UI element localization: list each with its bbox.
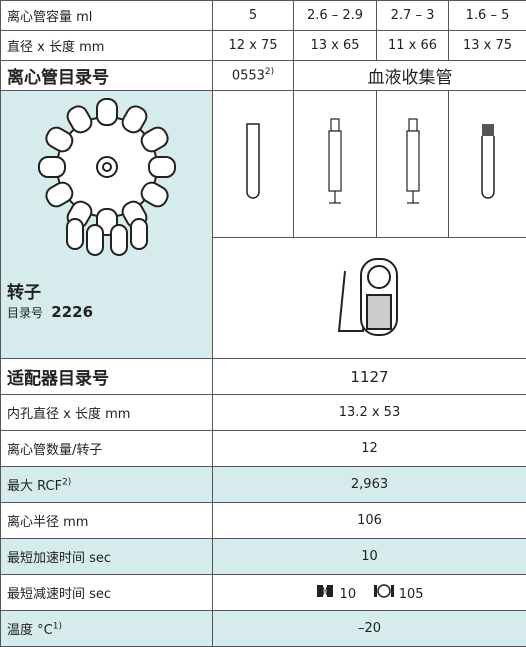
cell: 11 x 66 bbox=[377, 31, 449, 61]
cell: 12 x 75 bbox=[213, 31, 294, 61]
adapter-cell bbox=[213, 237, 526, 358]
row: 最短加速时间 sec 10 bbox=[1, 539, 526, 575]
cell: 离心管数量/转子 bbox=[1, 431, 213, 467]
cell: 12 bbox=[213, 431, 526, 467]
adapter-icon bbox=[335, 251, 405, 341]
row: 转子 目录号 2226 bbox=[1, 91, 526, 238]
brake-icon bbox=[373, 584, 395, 598]
cell: 13 x 65 bbox=[294, 31, 377, 61]
cell: –20 bbox=[213, 611, 526, 647]
tube-cell bbox=[377, 91, 449, 238]
cell: 直径 x 长度 mm bbox=[1, 31, 213, 61]
cell: 最短减速时间 sec bbox=[1, 575, 213, 611]
row: 离心管目录号 05532) 血液收集管 bbox=[1, 61, 526, 91]
row: 离心管数量/转子 12 bbox=[1, 431, 526, 467]
tube-icon bbox=[243, 122, 263, 202]
text: 105 bbox=[399, 587, 424, 602]
cell: 温度 °C1) bbox=[1, 611, 213, 647]
row: 离心半径 mm 106 bbox=[1, 503, 526, 539]
footnote: 2) bbox=[62, 478, 71, 488]
tube-cell bbox=[294, 91, 377, 238]
cell: 13 x 75 bbox=[449, 31, 526, 61]
cell: 离心半径 mm bbox=[1, 503, 213, 539]
cell: 13.2 x 53 bbox=[213, 395, 526, 431]
row: 温度 °C1) –20 bbox=[1, 611, 526, 647]
cell: 2.7 – 3 bbox=[377, 1, 449, 31]
cell: 1127 bbox=[213, 359, 526, 395]
cell: 离心管目录号 bbox=[1, 61, 213, 91]
cell: 1.6 – 5 bbox=[449, 1, 526, 31]
tube-cell bbox=[449, 91, 526, 238]
cell: 内孔直径 x 长度 mm bbox=[1, 395, 213, 431]
row: 适配器目录号 1127 bbox=[1, 359, 526, 395]
text: 2226 bbox=[51, 303, 93, 321]
footnote: 2) bbox=[265, 67, 274, 77]
tube-cell bbox=[213, 91, 294, 238]
cell: 106 bbox=[213, 503, 526, 539]
cell: 05532) bbox=[213, 61, 294, 91]
row: 内孔直径 x 长度 mm 13.2 x 53 bbox=[1, 395, 526, 431]
text: 温度 °C bbox=[7, 623, 53, 638]
text: 目录号 bbox=[7, 306, 43, 320]
cell: 5 bbox=[213, 1, 294, 31]
page: 离心管容量 ml 5 2.6 – 2.9 2.7 – 3 1.6 – 5 直径 … bbox=[0, 0, 526, 633]
rotor-icon bbox=[7, 97, 207, 272]
text: 0553 bbox=[232, 69, 265, 84]
row: 离心管容量 ml 5 2.6 – 2.9 2.7 – 3 1.6 – 5 bbox=[1, 1, 526, 31]
tube-icon bbox=[403, 117, 423, 207]
rotor-label: 转子 bbox=[7, 278, 206, 303]
row: 最短减速时间 sec 10 105 bbox=[1, 575, 526, 611]
cell: 适配器目录号 bbox=[1, 359, 213, 395]
cell: 10 105 bbox=[213, 575, 526, 611]
cell: 2.6 – 2.9 bbox=[294, 1, 377, 31]
cell: 离心管容量 ml bbox=[1, 1, 213, 31]
text: 最大 RCF bbox=[7, 479, 62, 494]
text: 10 bbox=[340, 587, 357, 602]
row: 直径 x 长度 mm 12 x 75 13 x 65 11 x 66 13 x … bbox=[1, 31, 526, 61]
rotor-cell: 转子 目录号 2226 bbox=[1, 91, 213, 359]
cell: 最短加速时间 sec bbox=[1, 539, 213, 575]
cell: 血液收集管 bbox=[294, 61, 526, 91]
rotor-catalog: 目录号 2226 bbox=[7, 303, 206, 321]
brake-icon bbox=[315, 584, 335, 598]
tube-icon bbox=[325, 117, 345, 207]
row: 最大 RCF2) 2,963 bbox=[1, 467, 526, 503]
footnote: 1) bbox=[53, 622, 62, 632]
cell: 10 bbox=[213, 539, 526, 575]
tube-icon bbox=[478, 122, 498, 202]
cell: 2,963 bbox=[213, 467, 526, 503]
cell: 最大 RCF2) bbox=[1, 467, 213, 503]
